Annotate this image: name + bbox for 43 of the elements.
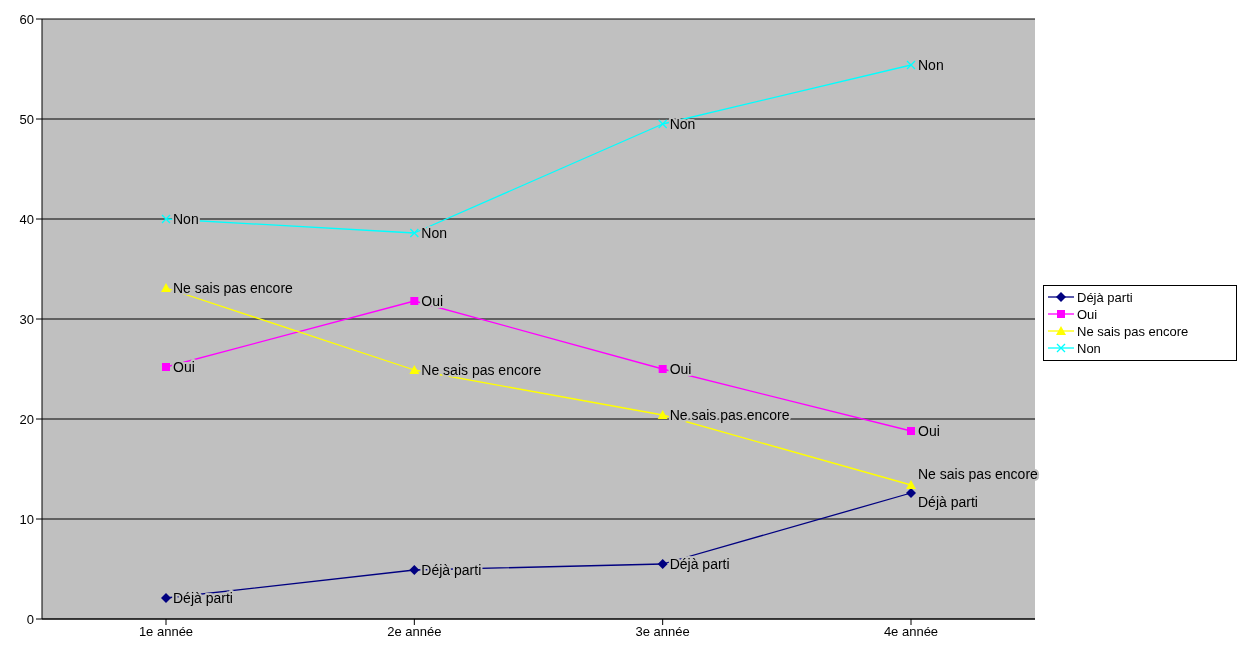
point [657,410,668,419]
text: Oui [918,423,940,439]
point [658,119,668,129]
point [906,488,916,498]
x-tick-label: 3e année [635,624,690,640]
text: Ne sais pas encore [173,280,293,296]
point [409,228,419,238]
text: Oui [669,361,692,377]
point [409,565,420,575]
legend-label: Non [1077,339,1101,357]
point [658,365,667,373]
text: Ne sais pas encore [918,466,1038,482]
point [161,283,171,292]
text: Oui [173,359,195,375]
y-tick-label: 50 [19,111,34,127]
x-tick-label: 1e année [138,624,194,640]
point [657,559,668,569]
y-tick-label: 30 [19,311,34,327]
point [410,297,419,305]
text: Non [669,116,696,132]
y-tick-label: 40 [19,211,34,227]
x-tick-label: 2e année [387,624,442,640]
legend-label: Oui [1077,305,1098,323]
text: Non [421,225,448,241]
x-tick-label: 4e année [883,624,939,640]
point [409,365,420,374]
point [161,214,171,224]
text: Oui [421,293,444,309]
point [162,363,170,371]
y-tick-label: 60 [19,11,34,27]
point [906,480,916,489]
text: Déjà parti [669,556,730,572]
legend-label: Déjà parti [1077,288,1133,306]
y-tick-label: 20 [19,411,34,427]
y-tick-label: 0 [26,611,34,627]
point [161,593,171,603]
point [907,427,915,435]
text: Déjà parti [918,494,978,510]
text: Ne sais pas encore [669,407,790,423]
point [906,60,916,70]
legend-label: Ne sais pas encore [1077,322,1189,340]
y-tick-label: 10 [19,511,34,527]
text: Non [918,57,944,73]
